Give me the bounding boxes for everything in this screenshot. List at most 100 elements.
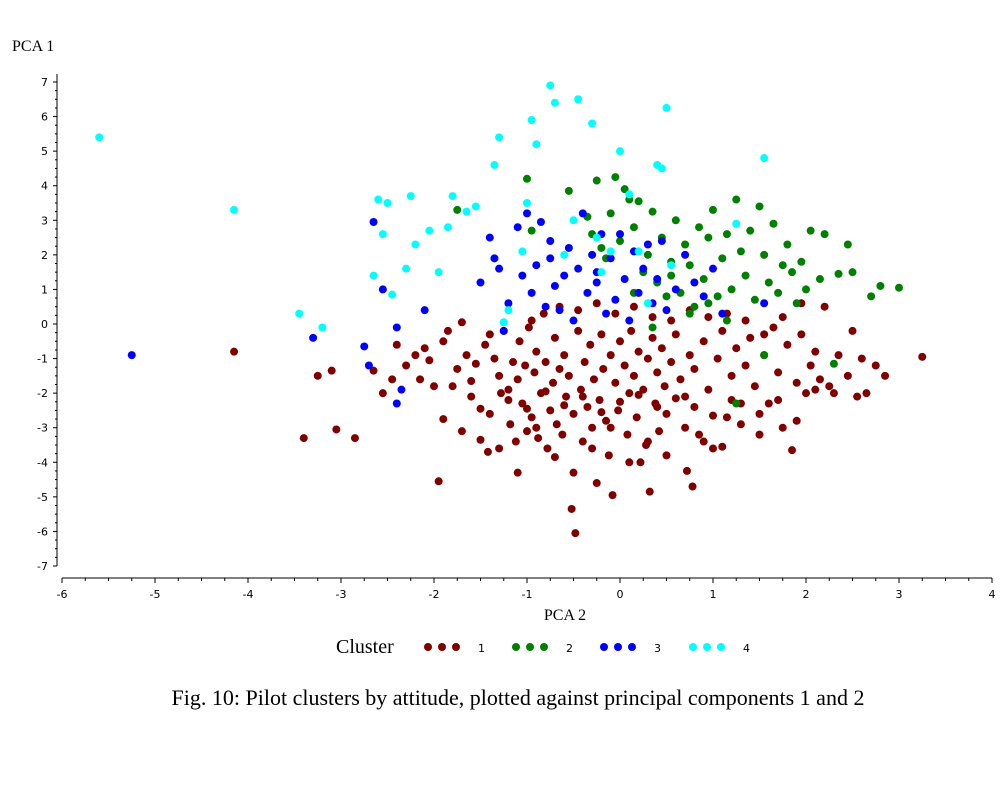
cluster-2-point [704, 299, 713, 308]
cluster-1-point [560, 401, 569, 410]
cluster-3-point [309, 333, 318, 342]
cluster-1-point [555, 364, 564, 373]
cluster-1-point [511, 437, 520, 446]
legend-marker-1 [438, 643, 446, 651]
cluster-3-point [634, 288, 643, 297]
cluster-1-point [699, 337, 708, 346]
cluster-1-point [574, 326, 583, 335]
cluster-2-point [722, 230, 731, 239]
cluster-1-point [453, 364, 462, 373]
cluster-2-point [895, 283, 903, 292]
cluster-1-point [636, 458, 645, 467]
cluster-1-point [629, 302, 638, 311]
cluster-1-point [513, 375, 522, 384]
cluster-3-point [578, 209, 587, 218]
cluster-1-point [918, 352, 927, 361]
cluster-1-point [467, 392, 476, 401]
cluster-1-point [643, 437, 652, 446]
cluster-1-point [718, 326, 727, 335]
cluster-1-point [792, 416, 801, 425]
cluster-3-point [662, 306, 671, 315]
cluster-2-point [523, 174, 531, 183]
legend-label-2: 2 [566, 642, 573, 655]
cluster-1-point [774, 396, 783, 405]
cluster-1-point [597, 408, 606, 417]
cluster-1-point [550, 333, 559, 342]
cluster-2-point [671, 216, 680, 225]
cluster-1-point [388, 375, 397, 384]
cluster-4-point [434, 268, 443, 277]
cluster-1-point [755, 430, 764, 439]
cluster-1-point [567, 504, 576, 513]
cluster-1-point [420, 344, 429, 353]
cluster-3-point [523, 209, 531, 218]
cluster-2-point [699, 275, 708, 284]
cluster-3-point [499, 326, 508, 335]
y-tick-label: 1 [41, 283, 48, 296]
cluster-2-point [843, 240, 852, 249]
cluster-3-point [392, 399, 401, 408]
cluster-4-point [504, 306, 513, 315]
cluster-1-point [662, 451, 671, 460]
cluster-3-point [616, 230, 624, 239]
cluster-1-point [576, 385, 585, 394]
cluster-1-point [820, 302, 829, 311]
cluster-1-point [690, 402, 699, 411]
cluster-2-point [769, 219, 778, 228]
cluster-3-point [504, 299, 513, 308]
cluster-1-point [648, 333, 657, 342]
y-tick-label: -4 [37, 456, 48, 469]
cluster-3-point [709, 264, 717, 273]
cluster-1-point [457, 318, 466, 327]
cluster-4-point [634, 247, 643, 256]
x-tick-label: -6 [57, 588, 68, 601]
cluster-3-point [625, 316, 634, 325]
cluster-1-point [825, 382, 834, 391]
cluster-1-point [695, 430, 704, 439]
cluster-4-point [425, 226, 434, 235]
cluster-2-point [564, 186, 573, 195]
cluster-3-point [541, 302, 550, 311]
cluster-3-point [532, 261, 541, 270]
cluster-1-point [671, 330, 680, 339]
cluster-1-point [430, 382, 438, 391]
cluster-1-point [457, 427, 466, 436]
cluster-1-point [597, 330, 606, 339]
cluster-3-point [360, 342, 369, 351]
cluster-2-point [736, 247, 745, 256]
cluster-3-point [546, 254, 555, 263]
cluster-1-point [509, 358, 518, 367]
cluster-1-point [862, 389, 871, 398]
cluster-1-point [560, 351, 569, 360]
cluster-4-point [532, 140, 541, 149]
cluster-1-point [797, 330, 806, 339]
cluster-2-point [629, 223, 638, 232]
cluster-1-point [471, 359, 480, 368]
cluster-4-point [448, 192, 457, 201]
cluster-1-point [592, 479, 601, 488]
cluster-1-point [534, 434, 543, 443]
cluster-4-point [625, 190, 634, 199]
cluster-1-point [546, 406, 555, 415]
x-tick-label: 3 [896, 588, 903, 601]
cluster-1-point [848, 326, 857, 335]
cluster-1-point [476, 404, 485, 413]
cluster-1-point [595, 396, 604, 405]
cluster-1-point [857, 354, 866, 363]
x-tick-label: -3 [336, 588, 347, 601]
cluster-4-point [406, 192, 415, 201]
cluster-1-point [569, 468, 578, 477]
cluster-1-point [676, 375, 685, 384]
x-tick-label: 1 [710, 588, 717, 601]
cluster-4-point [662, 103, 671, 112]
cluster-1-point [569, 409, 578, 418]
cluster-4-point [550, 98, 559, 107]
y-tick-label: 2 [41, 249, 48, 262]
cluster-2-point [755, 202, 764, 211]
cluster-1-point [699, 437, 708, 446]
cluster-2-point [750, 295, 759, 304]
cluster-4-point [374, 195, 383, 204]
legend-marker-4 [717, 643, 725, 651]
cluster-1-point [811, 385, 820, 394]
cluster-1-point [681, 423, 690, 432]
